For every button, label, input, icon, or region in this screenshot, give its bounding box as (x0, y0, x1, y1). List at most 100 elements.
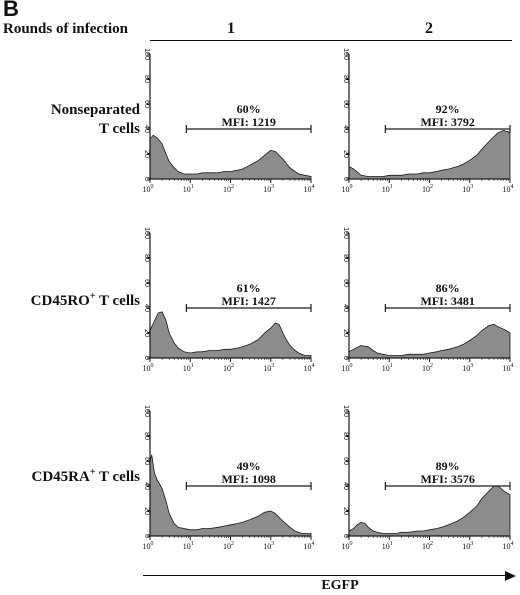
y-tick-label: 60 (342, 100, 349, 108)
rounds-header-line (150, 40, 512, 41)
x-tick-label: 102 (422, 363, 433, 373)
y-tick-label: 80 (143, 75, 150, 83)
x-tick-label: 103 (263, 541, 274, 551)
x-tick-label: 101 (382, 184, 393, 194)
gate-percent: 92% (436, 102, 460, 116)
y-tick-label: 100 (143, 405, 150, 417)
y-tick-label: 60 (342, 457, 349, 465)
row-label-cd45ra-suffix: T cells (95, 469, 140, 485)
panel-label: B (3, 0, 19, 21)
y-tick-label: 0 (342, 356, 349, 360)
x-tick-label: 102 (223, 363, 234, 373)
x-tick-label: 103 (263, 184, 274, 194)
y-tick-label: 60 (143, 100, 150, 108)
x-axis-arrow-line (143, 575, 507, 576)
histogram-panel-1-0: 0 20 40 60 80 100 100 101 102 103 104 61%MFI: 1427 (143, 227, 315, 373)
x-tick-label: 100 (143, 541, 154, 551)
x-axis-label: EGFP (321, 578, 359, 593)
y-tick-label: 100 (342, 48, 349, 60)
y-tick-label: 20 (342, 329, 349, 337)
y-tick-label: 40 (143, 304, 150, 312)
y-tick-label: 20 (143, 507, 150, 515)
gate-mfi: MFI: 1219 (222, 115, 276, 129)
histogram-area (348, 323, 511, 359)
x-tick-label: 104 (503, 184, 514, 194)
x-tick-label: 100 (143, 184, 154, 194)
y-tick-label: 100 (143, 48, 150, 60)
y-tick-label: 0 (143, 356, 150, 360)
histogram-panel-2-1: 0 20 40 60 80 100 100 101 102 103 104 89%MFI: 3576 (342, 405, 514, 551)
x-tick-label: 100 (342, 363, 353, 373)
row-label-cd45ro-suffix: T cells (95, 293, 140, 309)
x-tick-label: 103 (462, 184, 473, 194)
y-tick-label: 20 (342, 507, 349, 515)
row-label-cd45ra: CD45RA+ T cells (0, 467, 141, 487)
x-tick-label: 104 (304, 541, 315, 551)
row-label-cd45ro-sup: + (89, 291, 96, 302)
histogram-panel-1-1: 0 20 40 60 80 100 100 101 102 103 104 86%MFI: 3481 (342, 227, 514, 373)
row-label-nonseparated-line2: T cells (99, 121, 140, 137)
gate-percent: 49% (237, 459, 261, 473)
x-tick-label: 101 (183, 184, 194, 194)
y-tick-label: 20 (143, 329, 150, 337)
y-tick-label: 80 (143, 254, 150, 262)
x-tick-label: 101 (382, 541, 393, 551)
gate-mfi: MFI: 1427 (222, 294, 276, 308)
x-axis-arrow-head (505, 571, 516, 581)
histogram-panel-0-1: 0 20 40 60 80 100 100 101 102 103 104 92%MFI: 3792 (342, 48, 514, 194)
row-label-nonseparated: Nonseparated T cells (0, 101, 140, 139)
gate-mfi: MFI: 3481 (421, 294, 475, 308)
y-tick-label: 20 (342, 150, 349, 158)
y-tick-label: 60 (143, 457, 150, 465)
row-label-cd45ro: CD45RO+ T cells (0, 292, 140, 311)
y-tick-label: 60 (143, 279, 150, 287)
gate-percent: 60% (237, 102, 261, 116)
x-tick-label: 100 (143, 363, 154, 373)
histogram-area (149, 454, 312, 537)
x-tick-label: 100 (342, 541, 353, 551)
round-2-label: 2 (425, 20, 433, 37)
y-tick-label: 100 (342, 405, 349, 417)
histogram-area (348, 129, 511, 180)
gate-percent: 61% (237, 281, 261, 295)
row-label-cd45ra-sup: + (89, 467, 96, 478)
x-tick-label: 103 (462, 541, 473, 551)
histogram-area (149, 134, 312, 180)
x-tick-label: 102 (223, 184, 234, 194)
x-tick-label: 103 (263, 363, 274, 373)
x-tick-label: 102 (223, 541, 234, 551)
y-tick-label: 60 (342, 279, 349, 287)
gate-percent: 89% (436, 459, 460, 473)
y-tick-label: 0 (342, 177, 349, 181)
round-1-label: 1 (227, 20, 235, 37)
x-tick-label: 101 (382, 363, 393, 373)
gate-mfi: MFI: 3792 (421, 115, 475, 129)
x-tick-label: 100 (342, 184, 353, 194)
x-tick-label: 101 (183, 363, 194, 373)
y-tick-label: 40 (143, 482, 150, 490)
histogram-panel-0-0: 0 20 40 60 80 100 100 101 102 103 104 60%MFI: 1219 (143, 48, 315, 194)
y-tick-label: 100 (143, 227, 150, 239)
x-tick-label: 101 (183, 541, 194, 551)
rounds-of-infection-title: Rounds of infection (3, 21, 129, 37)
y-tick-label: 0 (143, 534, 150, 538)
row-label-cd45ro-prefix: CD45RO (30, 293, 90, 309)
y-tick-label: 40 (143, 125, 150, 133)
row-label-cd45ra-prefix: CD45RA (31, 469, 90, 485)
y-tick-label: 0 (143, 177, 150, 181)
x-tick-label: 104 (503, 541, 514, 551)
x-tick-label: 104 (304, 363, 315, 373)
x-tick-label: 104 (304, 184, 315, 194)
y-tick-label: 80 (342, 75, 349, 83)
row-label-nonseparated-line1: Nonseparated (50, 102, 140, 118)
x-tick-label: 102 (422, 184, 433, 194)
gate-percent: 86% (436, 281, 460, 295)
y-tick-label: 80 (342, 254, 349, 262)
y-tick-label: 100 (342, 227, 349, 239)
y-tick-label: 40 (342, 482, 349, 490)
gate-mfi: MFI: 1098 (222, 472, 276, 486)
y-tick-label: 40 (342, 125, 349, 133)
x-tick-label: 103 (462, 363, 473, 373)
y-tick-label: 20 (143, 150, 150, 158)
